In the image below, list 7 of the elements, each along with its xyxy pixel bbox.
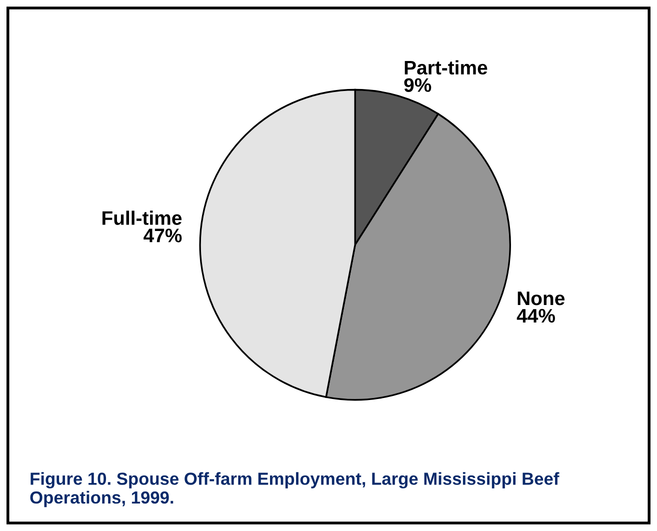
slice-label: Full-time: [102, 210, 182, 225]
data-label: 9%: [404, 78, 432, 92]
data-label: 44%: [516, 308, 555, 323]
slice-label: Part-time: [404, 60, 488, 75]
data-label: 47%: [144, 228, 182, 242]
slice-label: None: [518, 292, 565, 306]
text: Figure 10. Spouse Off-farm Employment, Large Mississippi Beef Operations, 1999.: [30, 472, 560, 508]
